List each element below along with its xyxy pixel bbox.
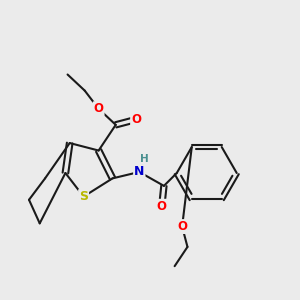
Text: N: N	[134, 165, 145, 178]
Text: O: O	[157, 200, 167, 213]
Text: O: O	[131, 113, 141, 126]
Text: H: H	[140, 154, 149, 164]
Text: O: O	[177, 220, 187, 233]
Text: S: S	[79, 190, 88, 203]
Text: O: O	[94, 102, 103, 115]
